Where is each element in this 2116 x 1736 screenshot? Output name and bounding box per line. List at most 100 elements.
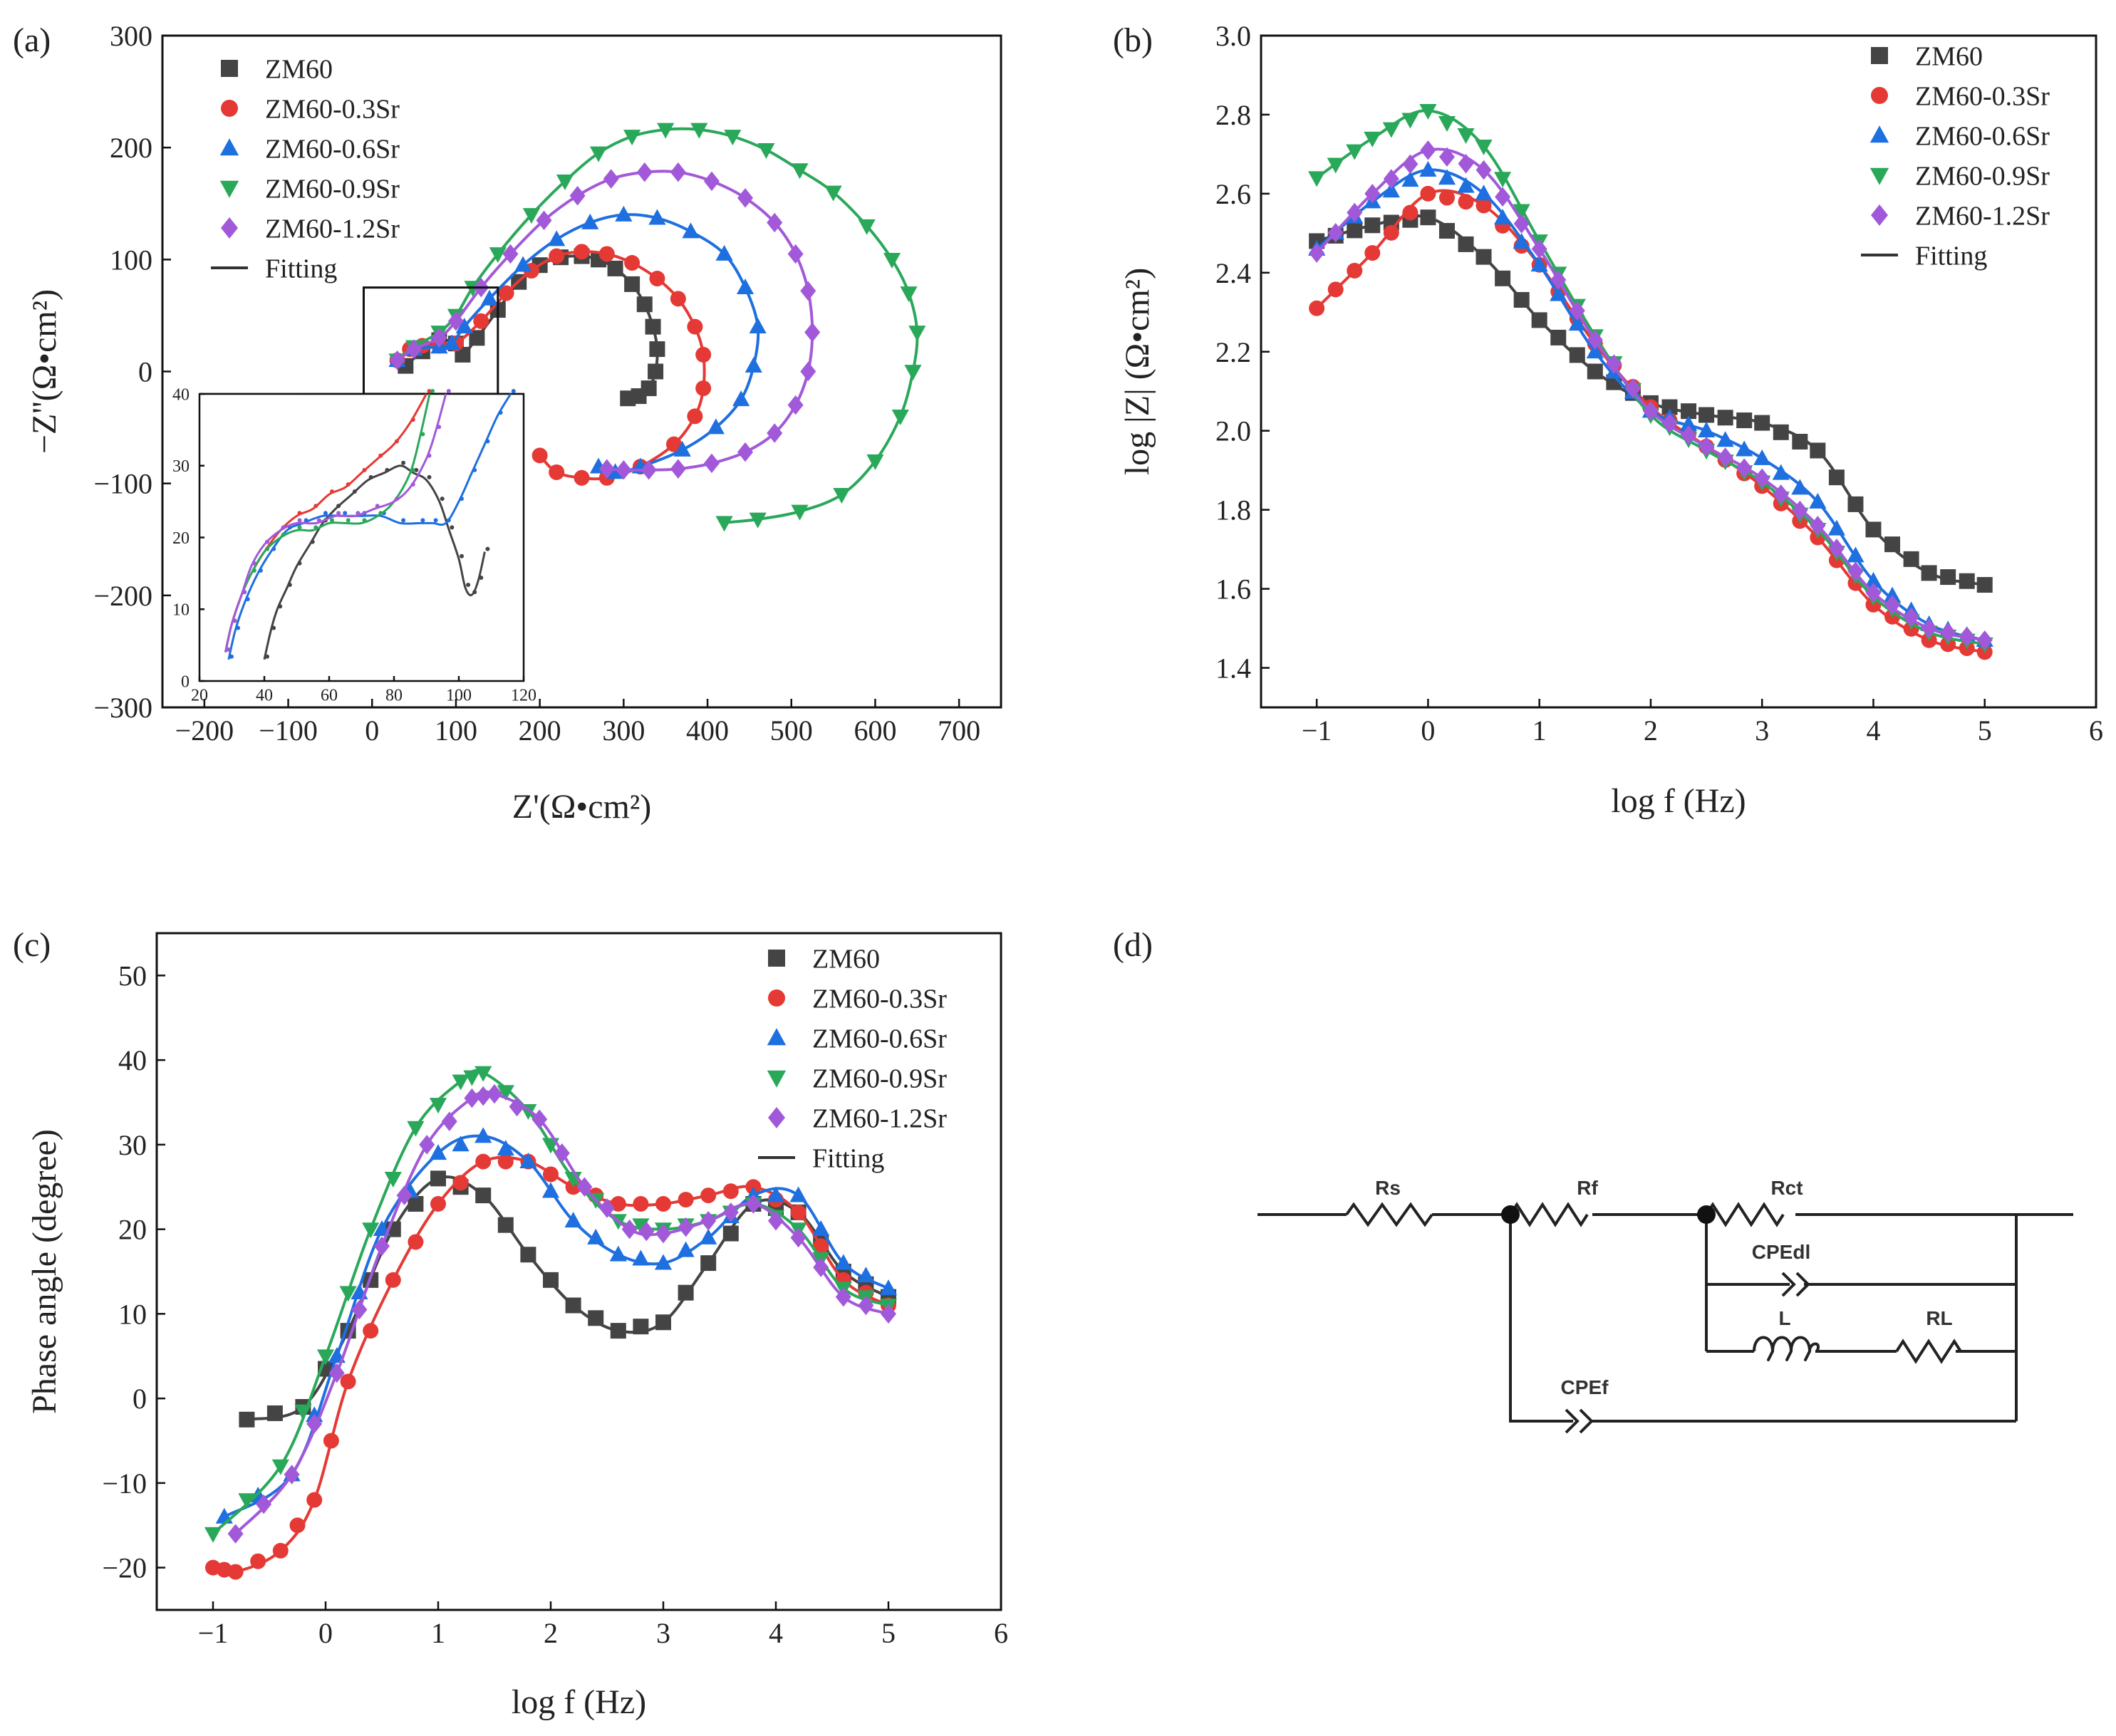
data-point-zm60-0-9sr (497, 1085, 514, 1101)
data-point-zm60-1-2sr (1681, 425, 1697, 445)
x-tick-label: 300 (602, 714, 645, 747)
data-point-zm60-0-9sr (900, 286, 918, 303)
data-point-zm60-1-2sr (554, 1143, 570, 1163)
data-point-zm60-0-3sr (1402, 204, 1419, 221)
y-tick-label: 0 (138, 356, 152, 388)
x-tick-label: 5 (1978, 714, 1992, 747)
data-point-zm60-0-6sr (1791, 479, 1809, 495)
data-point-zm60-0-9sr (1493, 172, 1512, 188)
data-point-zm60-0-9sr (904, 365, 922, 381)
data-point-zm60-0-6sr (1697, 422, 1716, 438)
data-point-zm60-1-2sr (464, 1088, 480, 1108)
circuit-wire-cpef (1509, 1215, 2016, 1423)
data-point-zm60 (1513, 291, 1530, 308)
data-point-zm60-1-2sr (737, 188, 754, 208)
inset-data-point-zm60-0-3sr (346, 482, 351, 487)
data-point-zm60-1-2sr (1976, 630, 1993, 650)
data-point-zm60-0-6sr (1513, 233, 1530, 249)
data-point-zm60-1-2sr (487, 1083, 502, 1104)
data-point-zm60-0-6sr (732, 390, 750, 407)
data-point-zm60-0-6sr (455, 317, 473, 333)
inset-data-point-zm60-0-6sr (304, 518, 308, 523)
inset-data-point-zm60-0-9sr (313, 525, 318, 530)
inset-data-point-zm60-1-2sr (232, 618, 237, 623)
y-tick-label: 3.0 (1215, 20, 1251, 52)
legend-label-zm60-1-2sr: ZM60-1.2Sr (1915, 201, 2050, 231)
data-point-zm60-0-9sr (632, 1218, 650, 1235)
panel-label-d: (d) (1113, 926, 1153, 964)
data-point-zm60-0-6sr (1568, 315, 1586, 331)
x-tick-label: 5 (881, 1617, 896, 1649)
equivalent-circuit (1257, 1202, 2073, 1434)
data-point-zm60-1-2sr (881, 1304, 896, 1324)
data-point-zm60-0-6sr (1401, 171, 1419, 187)
legend-marker-zm60 (1871, 47, 1888, 64)
data-point-zm60-1-2sr (1865, 583, 1882, 603)
data-point-zm60-0-6sr (1772, 464, 1790, 480)
data-point-zm60-1-2sr (1661, 413, 1678, 433)
data-point-zm60 (1364, 217, 1381, 234)
data-point-zm60-0-6sr (1865, 571, 1882, 588)
y-tick-label: 200 (110, 132, 152, 164)
inset-data-point-zm60 (466, 583, 471, 588)
data-point-zm60-0-9sr (866, 454, 884, 470)
legend-label-zm60-0-9sr: ZM60-0.9Sr (265, 174, 400, 204)
data-point-zm60-1-2sr (1698, 437, 1715, 457)
legend-label-zm60-0-6sr: ZM60-0.6Sr (265, 134, 400, 164)
data-point-zm60 (520, 1247, 536, 1263)
data-point-zm60-0-9sr (858, 219, 876, 235)
data-point-zm60-0-3sr (289, 1517, 306, 1534)
x-tick-label: 500 (770, 714, 813, 747)
data-point-zm60-0-3sr (385, 1272, 401, 1288)
data-point-zm60-0-6sr (745, 356, 762, 373)
data-point-zm60-0-6sr (1753, 449, 1771, 465)
data-point-zm60 (1884, 536, 1901, 553)
inset-data-point-zm60 (385, 467, 390, 472)
data-point-zm60-1-2sr (1383, 169, 1399, 189)
inset-data-point-zm60 (265, 654, 269, 659)
data-point-zm60-0-9sr (1457, 128, 1475, 144)
x-tick-label: 2 (544, 1617, 558, 1649)
data-point-zm60-0-6sr (700, 1228, 717, 1244)
data-point-zm60-0-6sr (480, 289, 499, 306)
legend-label-zm60-0-6sr: ZM60-0.6Sr (1915, 121, 2050, 151)
inset-data-point-zm60-0-9sr (430, 389, 435, 393)
legend-label-zm60-0-9sr: ZM60-0.9Sr (1915, 161, 2050, 191)
inset-data-point-zm60 (479, 575, 484, 580)
data-point-zm60-0-3sr (574, 469, 590, 486)
inset-data-point-zm60-0-3sr (297, 511, 302, 516)
inset-data-point-zm60-0-6sr (420, 518, 425, 523)
data-point-zm60-0-3sr (227, 1564, 244, 1580)
data-point-zm60-0-9sr (556, 174, 574, 190)
data-point-zm60 (543, 1272, 559, 1288)
data-point-zm60-0-9sr (715, 516, 733, 532)
y-axis-title: Phase angle (degree) (26, 1129, 63, 1414)
data-point-zm60-1-2sr (536, 210, 552, 231)
data-point-zm60-0-6sr (1550, 285, 1567, 301)
data-point-zm60-1-2sr (767, 212, 783, 233)
x-tick-label: 40 (256, 687, 273, 705)
inset-data-point-zm60-0-9sr (346, 518, 351, 523)
legend-marker-zm60-0-9sr (767, 1070, 787, 1088)
y-tick-label: 0 (181, 672, 190, 691)
data-point-zm60-1-2sr (1847, 561, 1864, 581)
data-point-zm60 (722, 1225, 739, 1242)
data-point-zm60-0-6sr (429, 1144, 447, 1160)
circuit-label-l: L (1778, 1307, 1790, 1329)
data-point-zm60-1-2sr (1347, 202, 1363, 223)
data-point-zm60 (633, 1319, 649, 1335)
data-point-zm60-0-9sr (724, 130, 742, 146)
x-tick-label: 1 (431, 1617, 445, 1649)
data-point-zm60-1-2sr (396, 1185, 413, 1205)
data-point-zm60 (430, 1170, 446, 1187)
data-point-zm60-0-9sr (1346, 144, 1364, 160)
x-tick-label: −1 (198, 1617, 229, 1649)
data-point-zm60-0-3sr (790, 1204, 807, 1220)
y-tick-label: 30 (118, 1129, 147, 1161)
data-point-zm60-1-2sr (1921, 618, 1937, 638)
data-point-zm60-0-3sr (1458, 194, 1474, 210)
data-point-zm60-1-2sr (745, 1194, 762, 1214)
data-point-zm60-0-6sr (519, 1152, 537, 1168)
legend-marker-zm60-0-3sr (1871, 87, 1888, 104)
data-point-zm60-1-2sr (569, 185, 586, 206)
